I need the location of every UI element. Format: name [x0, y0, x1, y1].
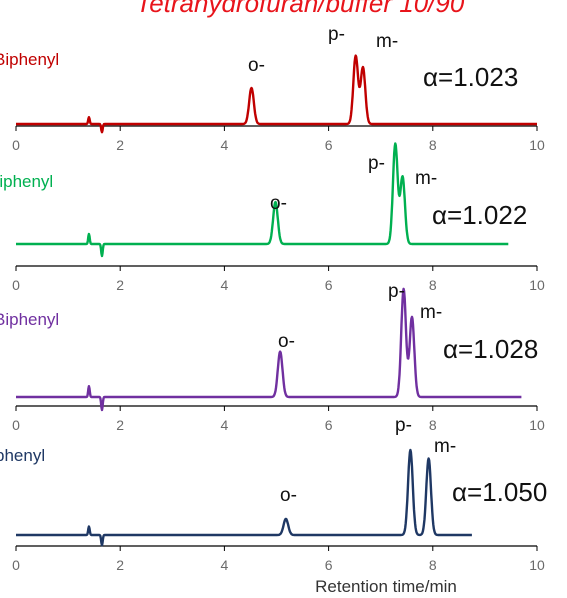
- peak-label: m-: [434, 436, 456, 457]
- chromatogram-panel: 0 2 4 6 8 10 Biphenyl o-p-m-α=1.028: [0, 281, 545, 433]
- chromatogram-trace: [15, 54, 538, 134]
- chromatogram-trace: [15, 448, 473, 547]
- x-tick-label: 0: [12, 417, 20, 433]
- peak-label: o-: [248, 55, 265, 76]
- x-tick-label: 10: [529, 137, 545, 153]
- chromatogram-panels: 0 2 4 6 8 10 Biphenyl o-p-m-α=1.023 0 2 4 6 8 10 Biphe…: [0, 24, 547, 596]
- x-tick-label: 4: [221, 557, 229, 573]
- peak-label: m-: [415, 168, 437, 189]
- series-label: Biphenyl: [0, 172, 53, 191]
- x-tick-label: 8: [429, 137, 437, 153]
- series-label: Biphenyl: [0, 50, 59, 69]
- x-tick-label: 4: [221, 137, 229, 153]
- peak-label: p-: [368, 153, 385, 174]
- series-label: Biphenyl: [0, 310, 59, 329]
- x-tick-label: 6: [325, 137, 333, 153]
- x-tick-label: 6: [325, 557, 333, 573]
- selectivity-label: α=1.028: [443, 334, 538, 364]
- chromatogram-panel: 0 2 4 6 8 10 Biphenyl o-p-m-α=1.022: [0, 142, 545, 293]
- peak-label: o-: [280, 485, 297, 506]
- x-tick-label: 10: [529, 417, 545, 433]
- selectivity-label: α=1.050: [452, 477, 547, 507]
- selectivity-label: α=1.023: [423, 62, 518, 92]
- peak-label: o-: [278, 331, 295, 352]
- x-tick-label: 6: [325, 277, 333, 293]
- x-tick-label: 8: [429, 277, 437, 293]
- selectivity-label: α=1.022: [432, 200, 527, 230]
- x-tick-label: 10: [529, 277, 545, 293]
- page-title: Tetrahydrofuran/buffer 10/90: [136, 0, 465, 18]
- x-tick-label: 2: [116, 557, 124, 573]
- x-tick-label: 10: [529, 557, 545, 573]
- x-tick-label: 6: [325, 417, 333, 433]
- x-tick-label: 4: [221, 417, 229, 433]
- peak-label: p-: [328, 24, 345, 45]
- x-tick-label: 2: [116, 137, 124, 153]
- x-axis-title: Retention time/min: [315, 577, 457, 596]
- peak-label: p-: [388, 281, 405, 302]
- x-tick-label: 8: [429, 557, 437, 573]
- x-tick-label: 0: [12, 557, 20, 573]
- series-label: phenyl: [0, 446, 45, 465]
- x-tick-label: 4: [221, 277, 229, 293]
- x-tick-label: 2: [116, 277, 124, 293]
- x-tick-label: 8: [429, 417, 437, 433]
- peak-label: m-: [376, 31, 398, 52]
- chromatogram-trace: [15, 142, 509, 258]
- chromatogram-panel: 0 2 4 6 8 10 Biphenyl o-p-m-α=1.023: [0, 24, 545, 153]
- chromatogram-panel: 0 2 4 6 8 10 phenyl o-p-m-α=1.050 Retention time…: [0, 415, 547, 596]
- peak-label: o-: [270, 193, 287, 214]
- peak-label: m-: [420, 302, 442, 323]
- chromatogram-trace: [15, 287, 522, 412]
- x-tick-label: 2: [116, 417, 124, 433]
- x-tick-label: 0: [12, 137, 20, 153]
- x-tick-label: 0: [12, 277, 20, 293]
- peak-label: p-: [395, 415, 412, 436]
